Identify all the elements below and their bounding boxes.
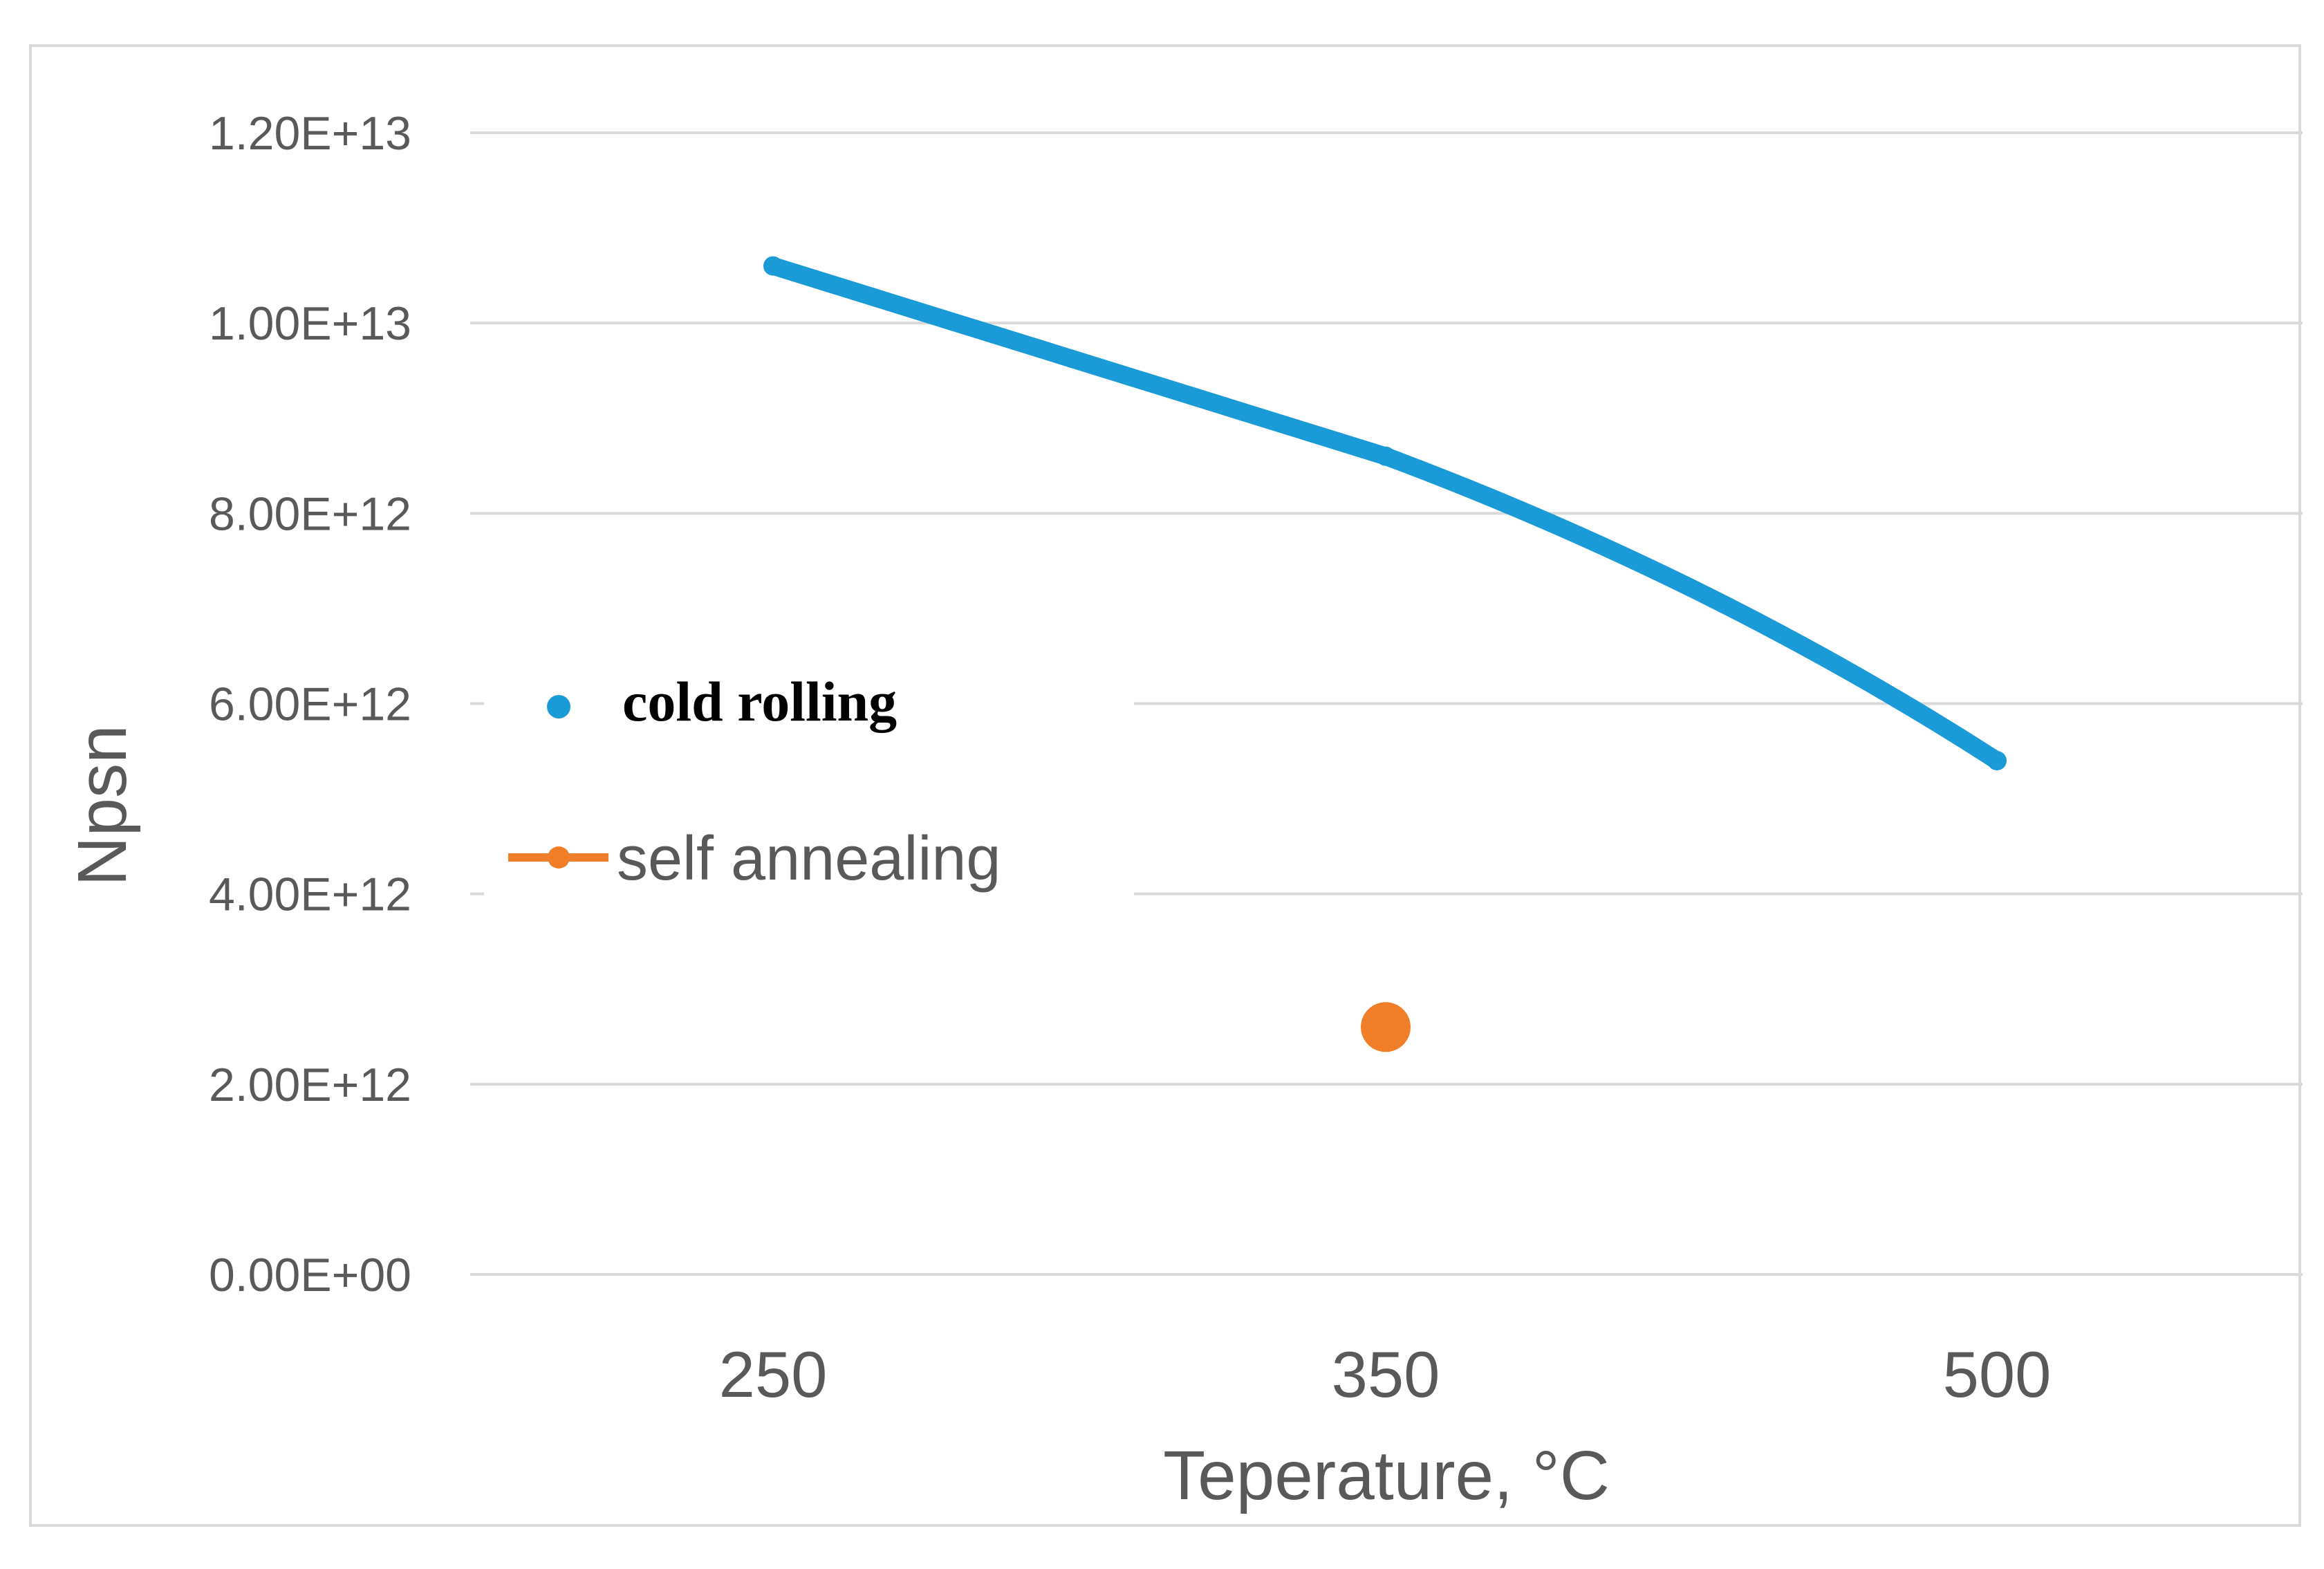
- y-tick-label: 4.00E+12: [209, 869, 411, 921]
- chart-border: [29, 44, 2301, 1527]
- x-tick-label: 350: [1332, 1338, 1440, 1411]
- y-tick-label: 8.00E+12: [209, 488, 411, 540]
- y-tick-label: 1.00E+13: [209, 297, 411, 350]
- series-layer: [763, 256, 2007, 1052]
- y-tick-label: 1.20E+13: [209, 107, 411, 160]
- y-tick-label: 2.00E+12: [209, 1059, 411, 1111]
- legend-self-annealing-marker: [548, 846, 570, 869]
- legend-cold-rolling-marker: [547, 695, 570, 718]
- y-tick-label: 0.00E+00: [209, 1249, 411, 1301]
- y-axis-title: Npsn: [64, 725, 141, 886]
- x-tick-label: 500: [1943, 1338, 2052, 1411]
- cold-rolling-point: [1987, 751, 2007, 771]
- legend-self-annealing-label: self annealing: [617, 824, 1001, 893]
- legend-cold-rolling-label: cold rolling: [622, 670, 897, 733]
- y-tick-label: 6.00E+12: [209, 678, 411, 731]
- cold-rolling-point: [1376, 446, 1395, 466]
- legend-background: [484, 643, 1134, 906]
- self-annealing-point: [1361, 1002, 1411, 1052]
- x-tick-label: 250: [719, 1338, 828, 1411]
- y-axis-ticks: 0.00E+00 2.00E+12 4.00E+12 6.00E+12 8.00E+12…: [209, 107, 411, 1301]
- x-axis-ticks: 250 350 500: [719, 1338, 2052, 1411]
- cold-rolling-point: [763, 256, 783, 276]
- x-axis-title: Teperature, °C: [1163, 1437, 1610, 1514]
